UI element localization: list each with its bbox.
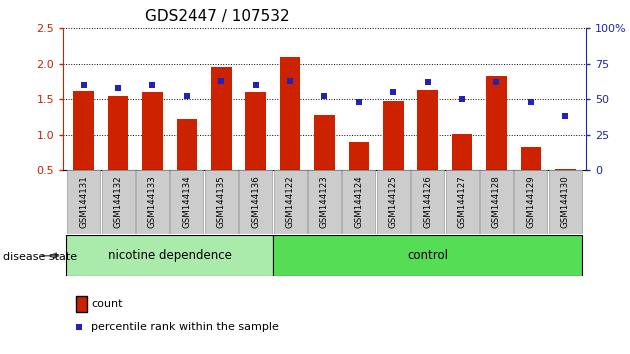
Bar xyxy=(142,92,163,170)
Point xyxy=(182,93,192,99)
FancyBboxPatch shape xyxy=(205,170,238,234)
Text: GSM144127: GSM144127 xyxy=(457,175,467,228)
Bar xyxy=(108,96,129,170)
Bar xyxy=(314,115,335,170)
Point xyxy=(251,82,261,88)
FancyBboxPatch shape xyxy=(273,235,583,276)
Point xyxy=(457,96,467,102)
Bar xyxy=(417,90,438,170)
Text: control: control xyxy=(407,249,448,262)
Text: GSM144131: GSM144131 xyxy=(79,175,88,228)
Text: GSM144125: GSM144125 xyxy=(389,175,398,228)
FancyBboxPatch shape xyxy=(273,170,307,234)
Bar xyxy=(555,169,576,170)
FancyBboxPatch shape xyxy=(308,170,341,234)
FancyBboxPatch shape xyxy=(239,170,272,234)
Text: GSM144123: GSM144123 xyxy=(320,175,329,228)
Point xyxy=(79,82,89,88)
Point xyxy=(526,99,536,105)
Point xyxy=(388,89,398,95)
Bar xyxy=(383,101,404,170)
Bar xyxy=(245,92,266,170)
Text: GSM144135: GSM144135 xyxy=(217,175,226,228)
Point xyxy=(354,99,364,105)
Bar xyxy=(280,57,301,170)
Bar xyxy=(520,147,541,170)
Point xyxy=(74,325,84,330)
FancyBboxPatch shape xyxy=(101,170,135,234)
Text: GSM144136: GSM144136 xyxy=(251,175,260,228)
FancyBboxPatch shape xyxy=(342,170,375,234)
Bar xyxy=(211,67,232,170)
Point xyxy=(491,79,501,85)
Bar xyxy=(486,76,507,170)
Text: GSM144124: GSM144124 xyxy=(354,175,364,228)
Text: GSM144132: GSM144132 xyxy=(113,175,123,228)
Text: GSM144129: GSM144129 xyxy=(526,176,536,228)
FancyBboxPatch shape xyxy=(514,170,547,234)
Point xyxy=(113,85,123,91)
Text: GSM144133: GSM144133 xyxy=(148,175,157,228)
Text: GSM144134: GSM144134 xyxy=(182,175,192,228)
Text: count: count xyxy=(91,299,123,309)
Text: GSM144126: GSM144126 xyxy=(423,175,432,228)
Point xyxy=(423,79,433,85)
FancyBboxPatch shape xyxy=(411,170,444,234)
FancyBboxPatch shape xyxy=(377,170,410,234)
Bar xyxy=(452,134,472,170)
FancyBboxPatch shape xyxy=(136,170,169,234)
FancyBboxPatch shape xyxy=(445,170,479,234)
Text: percentile rank within the sample: percentile rank within the sample xyxy=(91,322,279,332)
Point xyxy=(560,113,570,119)
Text: disease state: disease state xyxy=(3,252,77,262)
FancyBboxPatch shape xyxy=(549,170,581,234)
Text: GSM144122: GSM144122 xyxy=(285,175,295,228)
FancyBboxPatch shape xyxy=(67,170,100,234)
Text: GDS2447 / 107532: GDS2447 / 107532 xyxy=(145,9,290,24)
FancyBboxPatch shape xyxy=(170,170,203,234)
Point xyxy=(319,93,329,99)
Text: nicotine dependence: nicotine dependence xyxy=(108,249,232,262)
FancyBboxPatch shape xyxy=(480,170,513,234)
Bar xyxy=(73,91,94,170)
Point xyxy=(285,78,295,84)
FancyBboxPatch shape xyxy=(66,235,273,276)
Text: GSM144128: GSM144128 xyxy=(492,175,501,228)
Point xyxy=(147,82,158,88)
Bar xyxy=(348,142,369,170)
Point xyxy=(216,78,226,84)
Text: GSM144130: GSM144130 xyxy=(561,175,570,228)
Bar xyxy=(176,119,197,170)
